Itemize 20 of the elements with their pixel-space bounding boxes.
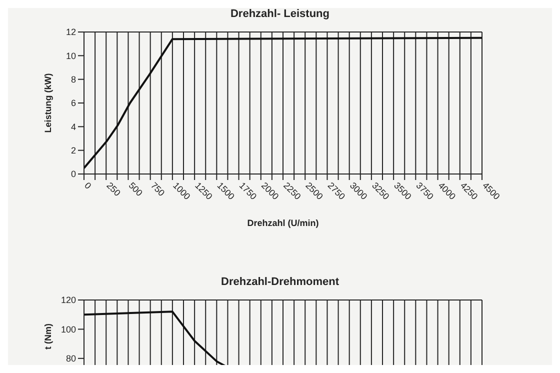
y-tick-label: 100 bbox=[60, 324, 76, 334]
chart-title: Drehzahl-Drehmoment bbox=[220, 276, 340, 290]
y-tick-label: 120 bbox=[60, 295, 76, 306]
chart-title: Drehzahl- Leistung bbox=[229, 8, 330, 22]
y-tick-label: 2 bbox=[70, 146, 76, 156]
x-tick-label: 250 bbox=[104, 180, 122, 198]
x-tick-label: 0 bbox=[82, 180, 94, 191]
y-tick-label: 8 bbox=[70, 74, 76, 85]
x-tick-label: 750 bbox=[148, 180, 167, 198]
line-series bbox=[84, 36, 482, 170]
y-tick-label: 6 bbox=[70, 98, 76, 108]
y-tick-label: 4 bbox=[70, 122, 76, 132]
y-tick-label: 80 bbox=[66, 354, 76, 364]
x-axis-title: Drehzahl (U/min) bbox=[247, 218, 319, 228]
y-tick-label: 0 bbox=[70, 169, 76, 180]
y-axis-title: Leistung (kW) bbox=[43, 73, 54, 133]
x-tick-label: 500 bbox=[126, 180, 145, 198]
y-tick-label: 10 bbox=[66, 50, 76, 61]
y-axis-title: t (Nm) bbox=[43, 324, 54, 350]
y-tick-label: 12 bbox=[66, 27, 76, 38]
